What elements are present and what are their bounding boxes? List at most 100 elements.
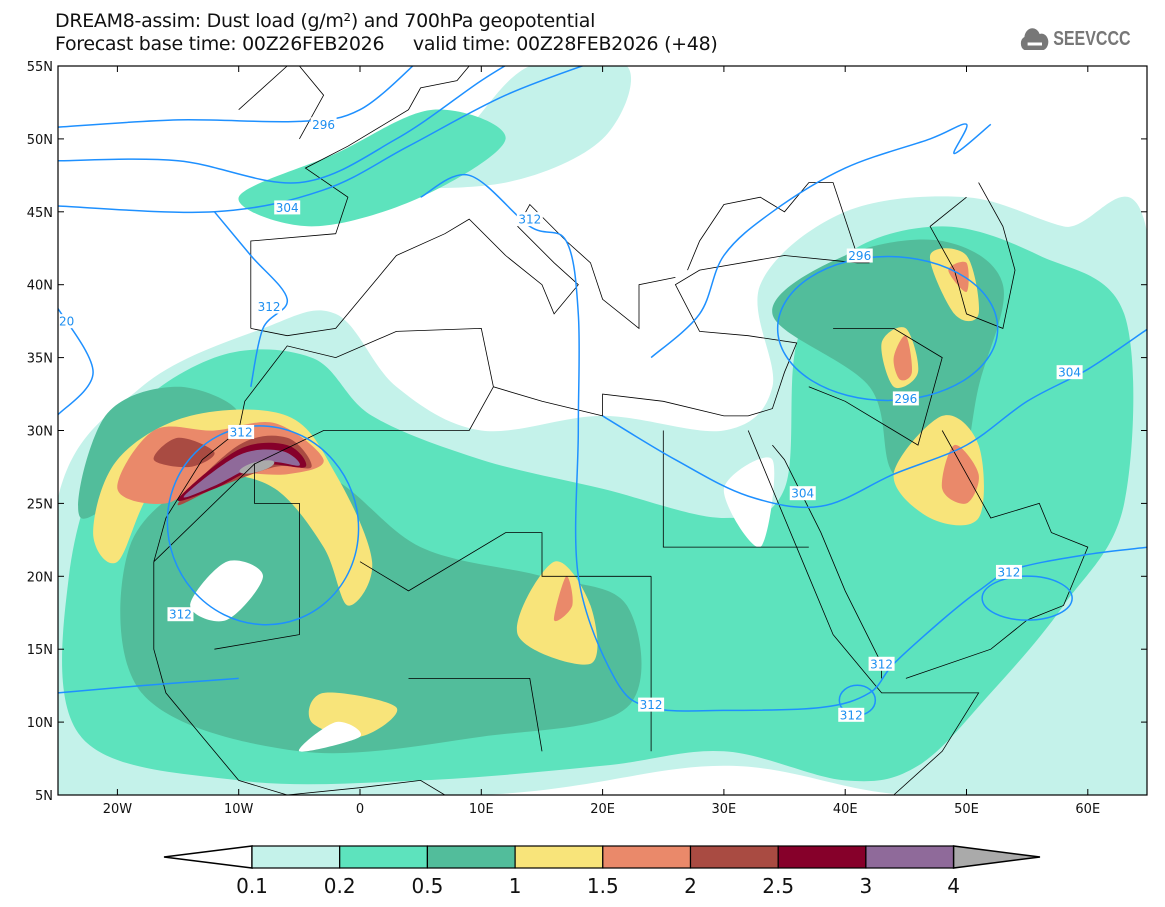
lon-tick-label: 20W — [103, 802, 133, 817]
dust-region — [948, 261, 969, 293]
colorbar-label: 4 — [947, 874, 960, 898]
coastline — [662, 430, 809, 548]
contour-label-bg — [995, 564, 1022, 579]
lat-tick-label: 45N — [27, 206, 53, 221]
lon-tick-label: 10W — [224, 802, 254, 817]
lat-tick-label: 15N — [27, 643, 53, 658]
contour-label: 312 — [230, 425, 253, 439]
colorbar-label: 1.5 — [587, 874, 619, 898]
geopotential-contour — [58, 66, 507, 184]
contour-label: 304 — [1058, 366, 1081, 380]
colorbar-segment — [426, 845, 516, 869]
contour-label: 312 — [998, 565, 1021, 579]
lon-tick-label: 0 — [356, 802, 364, 817]
contour-label-bg — [1056, 365, 1083, 380]
coastline — [905, 430, 1089, 679]
contour-label: 296 — [312, 118, 335, 132]
contour-label-bg — [846, 248, 873, 263]
colorbar-segment — [602, 845, 692, 869]
cloud-icon — [1020, 28, 1049, 50]
logo-text: SEEVCCC — [1053, 27, 1131, 50]
colorbar-under-arrow — [163, 845, 253, 869]
geopotential-contour — [58, 677, 239, 694]
contour-label: 296 — [894, 392, 917, 406]
coastline — [254, 386, 494, 465]
contour-label-bg — [838, 707, 865, 722]
contour-label-bg — [310, 117, 337, 132]
dust-gap — [298, 721, 362, 752]
coastline — [250, 66, 470, 329]
colorbar-label: 2.5 — [762, 874, 794, 898]
coastline — [238, 66, 288, 110]
contour-label: 312 — [258, 300, 281, 314]
contour-label-bg — [892, 391, 919, 406]
geopotential-contour — [776, 255, 999, 402]
colorbar-segment — [777, 845, 867, 869]
contour-label-bg — [868, 656, 895, 671]
colorbar: 0.1 0.2 0.5 1 1.5 2 2.5 3 4 — [163, 845, 1041, 898]
contour-label-bg — [167, 607, 194, 622]
dust-fill-layer — [58, 66, 1147, 795]
coastline — [299, 66, 325, 140]
colorbar-segment — [339, 845, 429, 869]
lon-tick-label: 30E — [712, 802, 737, 817]
colorbar-segment — [251, 845, 341, 869]
lon-tick-label: 20E — [590, 802, 615, 817]
lat-tick-label: 35N — [27, 352, 53, 367]
coastline — [153, 561, 446, 795]
axis-ticks: 20W 10W 0 10E 20E 30E 40E 50E 60E 5N 10N 15N 20N 25N 3… — [27, 60, 1147, 817]
geopotential-contour — [650, 123, 992, 359]
geopotential-contour — [58, 66, 414, 128]
lon-tick-label: 50E — [954, 802, 979, 817]
lat-tick-label: 20N — [27, 570, 53, 585]
lat-tick-label: 40N — [27, 279, 53, 294]
dust-gap — [723, 457, 775, 548]
lat-tick-label: 30N — [27, 425, 53, 440]
contour-label-bg — [58, 314, 76, 329]
contour-label-bg — [256, 299, 283, 314]
colorbar-segment — [689, 845, 779, 869]
lat-tick-label: 5N — [35, 789, 53, 804]
contour-label: 296 — [848, 249, 871, 263]
coastline — [250, 203, 676, 337]
coastline — [808, 327, 943, 446]
colorbar-label: 1 — [509, 874, 522, 898]
dust-gap — [190, 560, 263, 622]
coastline — [408, 678, 543, 752]
colorbar-label: 0.2 — [324, 874, 356, 898]
dust-region — [238, 109, 506, 227]
contour-label: 312 — [870, 657, 893, 671]
coastline — [359, 532, 652, 592]
contour-label-bg — [274, 200, 301, 215]
geopotential-contours: 296 304 312 320 312 312 312 296 296 304 304 312 312 3… — [58, 66, 1147, 722]
forecast-times: Forecast base time: 00Z26FEB2026 valid t… — [55, 33, 718, 55]
dust-region — [893, 335, 913, 381]
coastline — [747, 430, 980, 795]
colorbar-segment — [865, 845, 955, 869]
dust-region — [941, 444, 979, 504]
lat-tick-label: 55N — [27, 60, 53, 75]
coastline — [153, 463, 300, 650]
colorbar-label: 0.5 — [411, 874, 443, 898]
lat-tick-label: 25N — [27, 497, 53, 512]
colorbar-label: 0.1 — [236, 874, 268, 898]
contour-label-bg — [638, 697, 665, 712]
geopotential-contour — [981, 575, 1073, 621]
geopotential-contour — [58, 66, 585, 214]
dust-region — [120, 465, 642, 754]
lon-tick-label: 10E — [469, 802, 494, 817]
contour-label: 312 — [518, 213, 541, 227]
colorbar-label: 2 — [684, 874, 697, 898]
lon-tick-label: 40E — [833, 802, 858, 817]
contour-label: 312 — [169, 608, 192, 622]
map-title: DREAM8-assim: Dust load (g/m²) and 700hP… — [55, 10, 596, 32]
coastlines-layer — [153, 66, 1089, 795]
geopotential-contour — [602, 328, 1147, 509]
lon-tick-label: 60E — [1075, 802, 1100, 817]
contour-label: 312 — [640, 698, 663, 712]
contour-label-bg — [789, 486, 816, 501]
lat-tick-label: 10N — [27, 716, 53, 731]
colorbar-segment — [514, 845, 604, 869]
lat-tick-label: 50N — [27, 133, 53, 148]
